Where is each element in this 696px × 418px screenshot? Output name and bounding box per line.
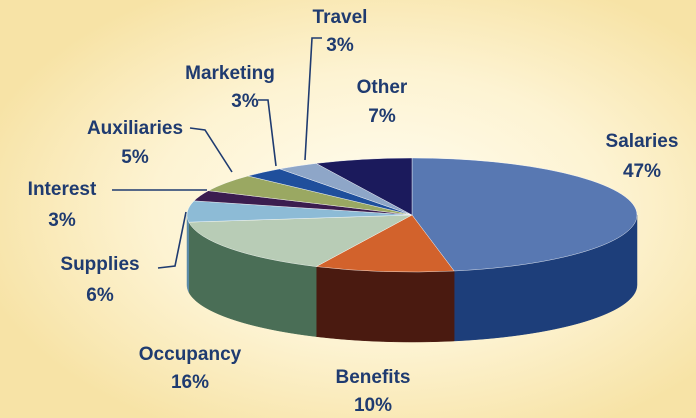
value-label: 3% (48, 210, 76, 231)
category-label: Travel (313, 7, 368, 28)
category-label: Benefits (336, 367, 411, 388)
pie (186, 157, 638, 343)
leader-line (157, 211, 187, 269)
value-label: 3% (231, 91, 259, 112)
value-label: 7% (368, 106, 396, 127)
labels: Salaries 47% Benefits 10% Occupancy 16% Suppli… (28, 7, 679, 416)
category-label: Auxiliaries (87, 118, 183, 139)
category-label: Salaries (606, 131, 679, 152)
value-label: 47% (623, 161, 661, 182)
leader-lines (112, 37, 322, 269)
value-label: 5% (121, 147, 149, 168)
category-label: Other (357, 77, 408, 98)
category-label: Interest (28, 179, 97, 200)
value-label: 16% (171, 372, 209, 393)
value-label: 10% (354, 395, 392, 416)
leader-line (258, 99, 277, 167)
leader-line (304, 37, 322, 161)
slice (315, 157, 413, 216)
slice (315, 214, 455, 273)
slice-side (186, 214, 190, 293)
category-label: Marketing (185, 63, 275, 84)
slice (411, 157, 638, 272)
value-label: 6% (86, 285, 114, 306)
value-label: 3% (326, 35, 354, 56)
category-label: Occupancy (139, 344, 242, 365)
slice-side (315, 266, 455, 343)
slice (188, 214, 413, 267)
category-label: Supplies (60, 254, 139, 275)
leader-line (189, 127, 233, 173)
